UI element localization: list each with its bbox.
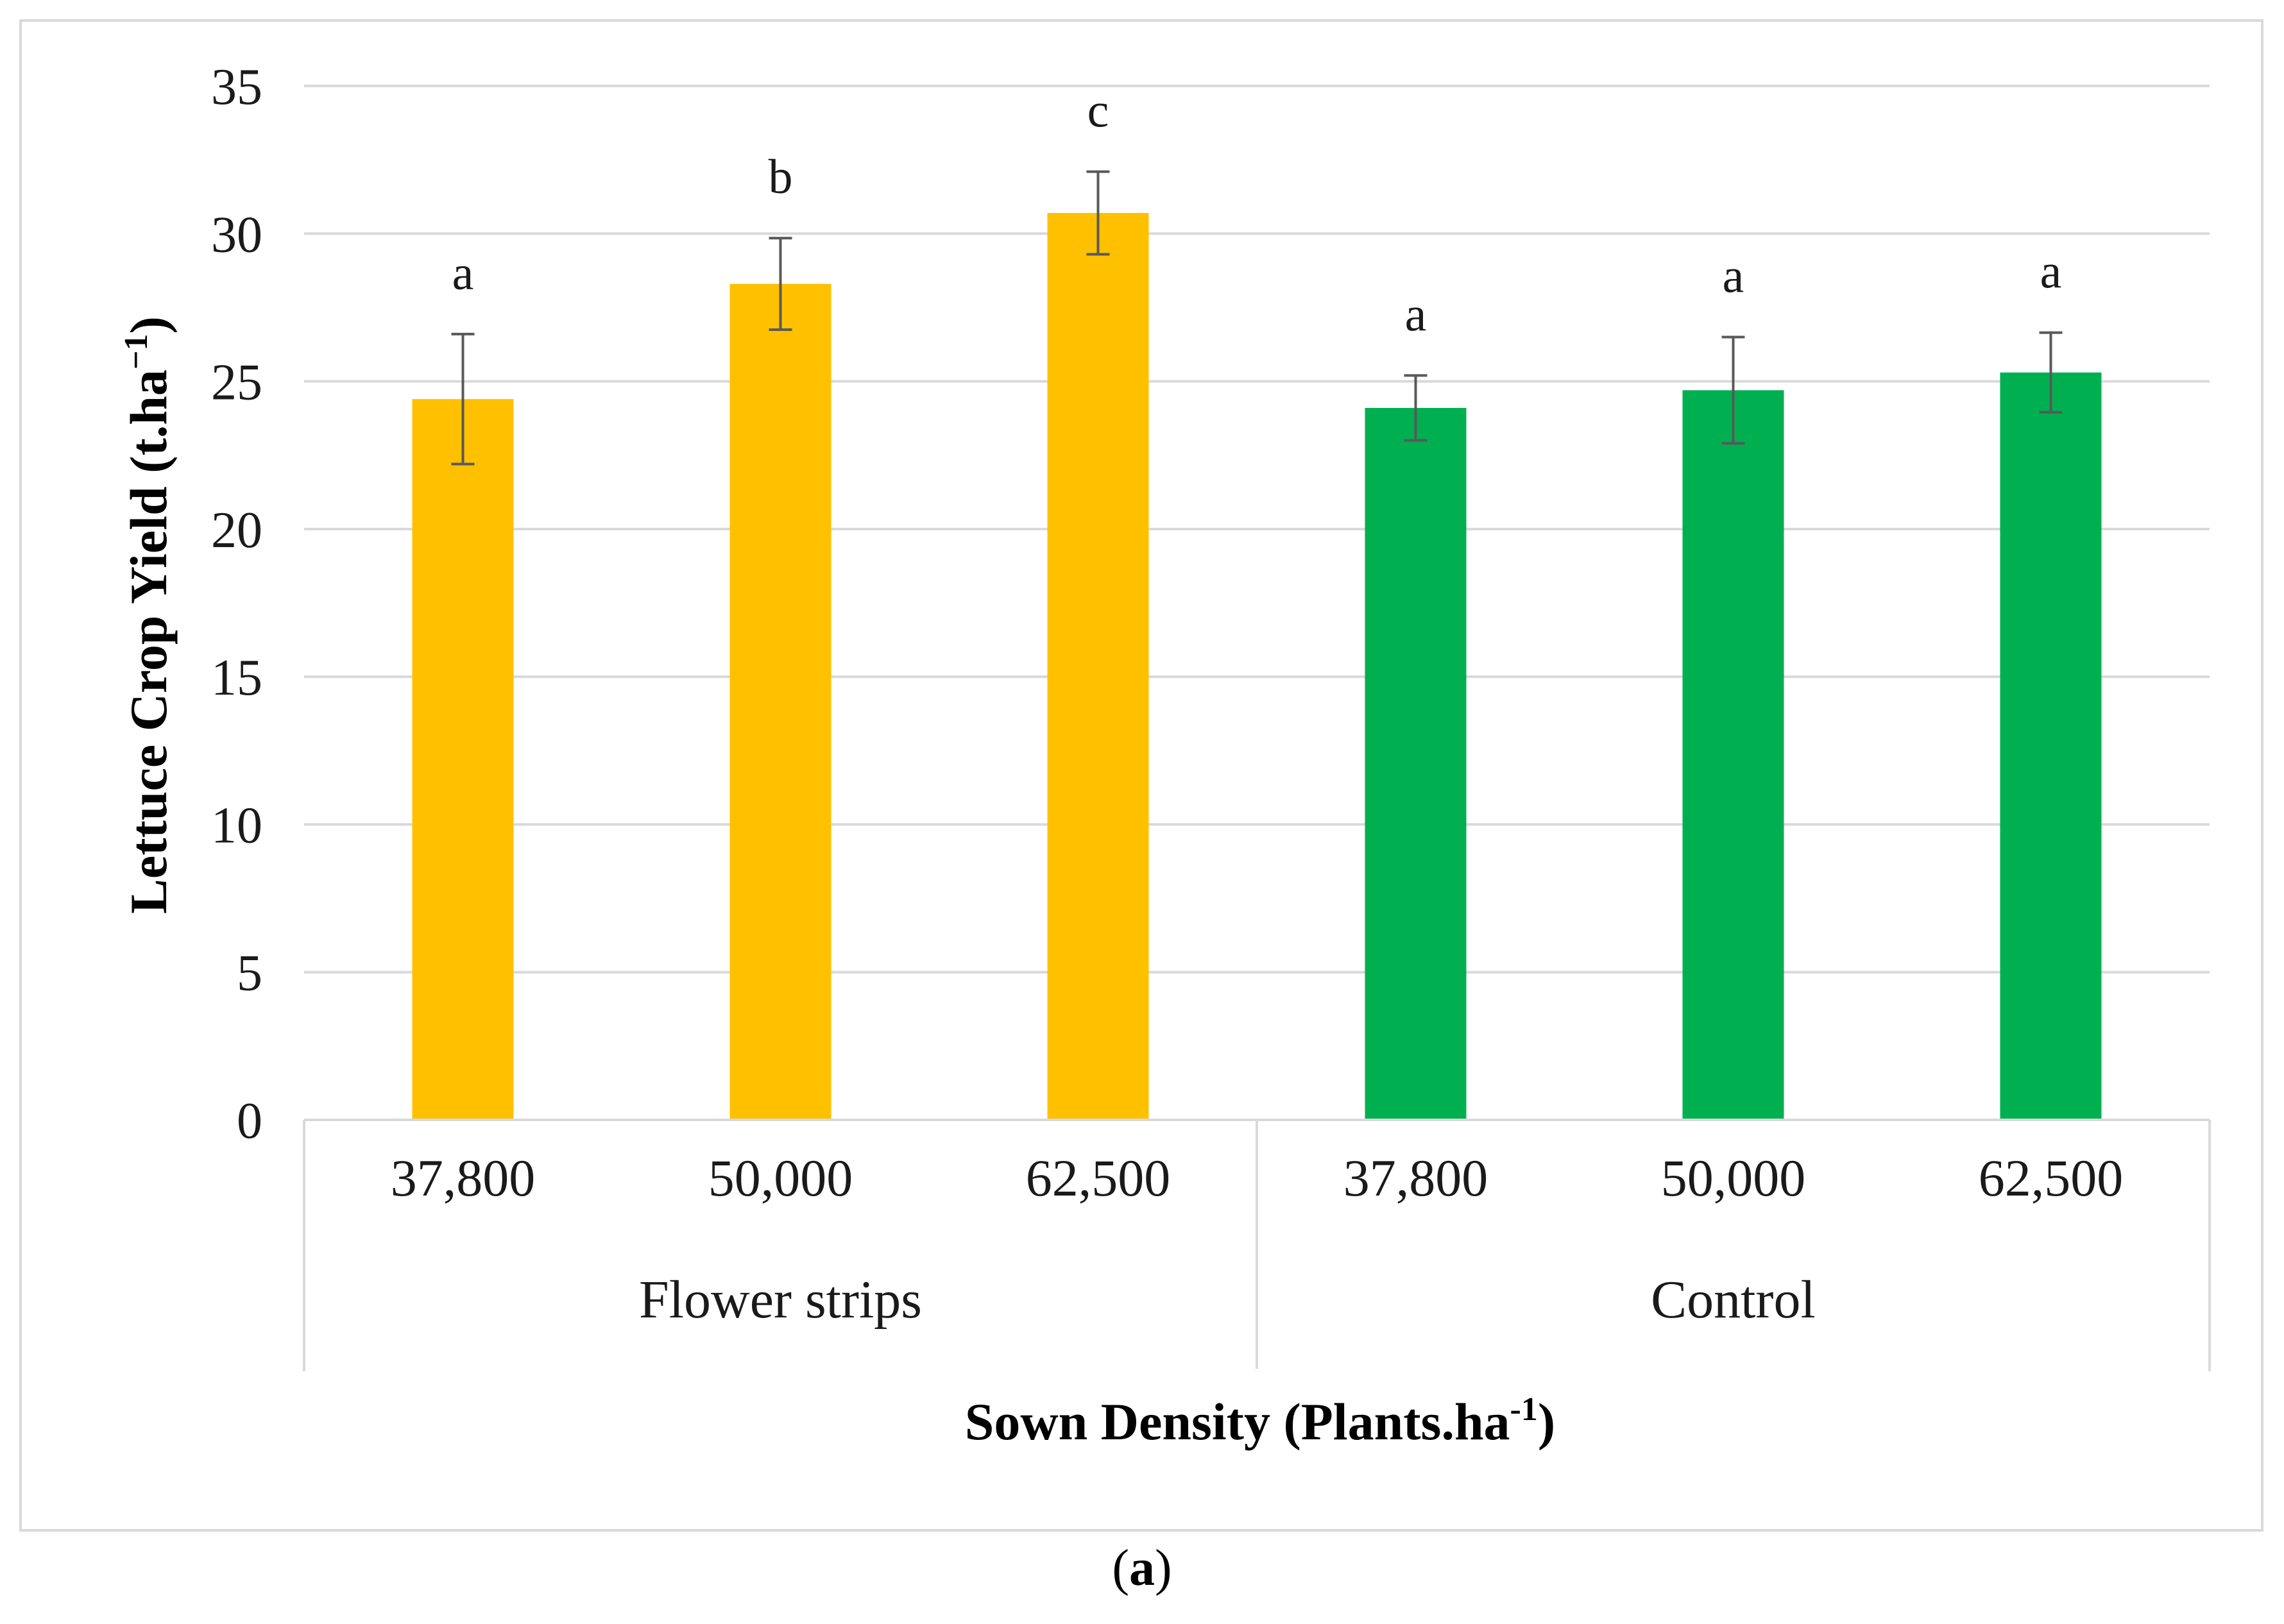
bar [729,283,831,1120]
bar [2000,372,2102,1120]
significance-letter: c [1087,84,1109,138]
x-category-label: 50,000 [708,1149,853,1207]
bar [412,399,514,1120]
x-group-label: Control [1651,1270,1816,1330]
x-category-label: 37,800 [1343,1149,1488,1207]
y-tick-label: 35 [211,59,262,115]
x-category-label: 62,500 [1026,1149,1171,1207]
x-group-labels: Flower strips Control [639,1270,1816,1330]
y-tick-label: 5 [237,945,262,1002]
bars [412,213,2102,1121]
y-tick-label: 20 [211,502,262,559]
x-group-label: Flower strips [639,1270,922,1330]
x-category-label: 50,000 [1661,1149,1806,1207]
bar [1682,390,1784,1120]
y-tick-label: 25 [211,355,262,411]
x-category-label: 62,500 [1979,1149,2124,1207]
bar-chart: 0 5 10 15 20 25 30 35 a b c a a a 37,800 50,000 62,500… [118,59,2211,1451]
x-axis-table [303,1119,2211,1371]
y-tick-label: 10 [211,797,262,854]
significance-letter: a [1405,287,1427,341]
x-category-labels: 37,800 50,000 62,500 37,800 50,000 62,500 [391,1149,2124,1207]
chart-frame: 0 5 10 15 20 25 30 35 a b c a a a 37,800 50,000 62,500… [19,19,2263,1532]
significance-letter: a [1723,249,1744,303]
x-axis-title: Sown Density (Plants.ha-1) [965,1391,1555,1451]
panel-caption: (a) [1112,1540,1172,1596]
significance-letter: a [2040,245,2062,299]
y-tick-label: 30 [211,207,262,263]
bar [1365,408,1467,1120]
bar [1047,213,1149,1121]
error-bars [451,170,2063,466]
y-axis-title: Lettuce Crop Yield (t.ha−1) [118,316,178,914]
significance-letter: a [452,246,474,300]
significance-letters: a b c a a a [452,84,2062,342]
y-tick-label: 15 [211,650,262,706]
significance-letter: b [769,150,793,204]
y-tick-label: 0 [237,1093,262,1149]
y-axis-ticks: 0 5 10 15 20 25 30 35 [211,59,262,1149]
x-category-label: 37,800 [391,1149,536,1207]
gridlines [304,85,2210,974]
